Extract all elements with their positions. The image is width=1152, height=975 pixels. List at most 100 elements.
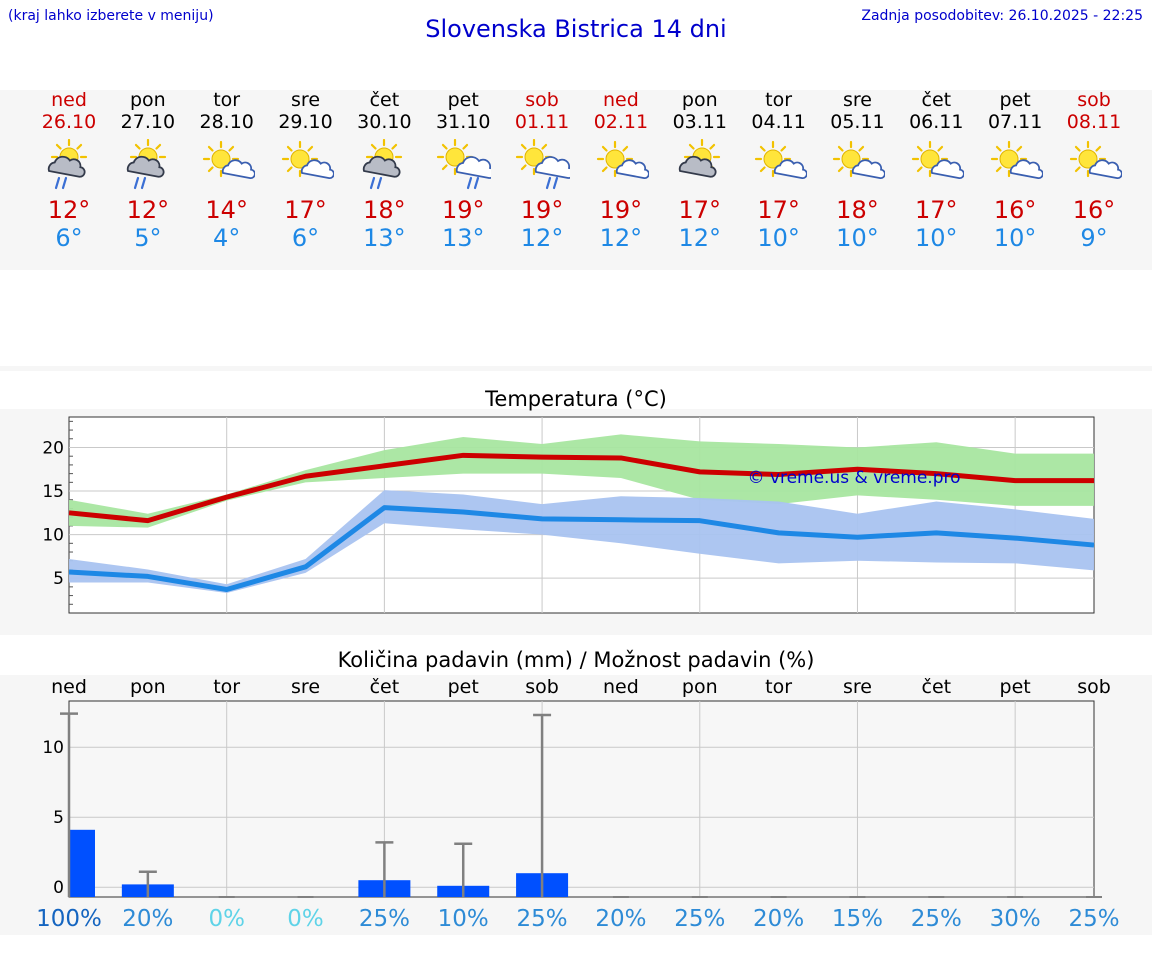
precip-day-label: sre xyxy=(291,676,320,698)
day-date: 03.11 xyxy=(672,111,727,133)
sun-rain-cloud-icon xyxy=(437,139,492,190)
precip-probability: 25% xyxy=(911,906,962,932)
day-column: pon 03.11 17° 12° xyxy=(660,89,740,252)
day-name: sob xyxy=(525,89,559,111)
day-name: pet xyxy=(999,89,1031,111)
sun-cloud-icon xyxy=(281,140,334,179)
min-temperature: 6° xyxy=(55,224,83,252)
precip-probability: 20% xyxy=(753,906,804,932)
precip-day-label: pet xyxy=(1000,676,1031,698)
max-temperature: 19° xyxy=(599,196,643,224)
y-tick-label: 0 xyxy=(53,878,64,898)
max-temperature-line xyxy=(68,452,1094,524)
day-date: 06.11 xyxy=(909,111,964,133)
max-temperature: 17° xyxy=(284,196,327,224)
day-date: 04.11 xyxy=(751,111,806,133)
day-name: čet xyxy=(369,89,400,111)
forecast-strip-background xyxy=(0,90,1152,270)
precip-day-label: sre xyxy=(843,676,872,698)
y-tick-label: 5 xyxy=(53,808,64,828)
separator-band xyxy=(0,366,1152,371)
day-column: tor 28.10 14° 4° xyxy=(187,89,267,252)
max-temperature: 17° xyxy=(757,196,800,224)
min-temperature: 6° xyxy=(291,224,320,252)
day-date: 28.10 xyxy=(199,111,254,133)
precip-probability: 0% xyxy=(287,906,324,932)
max-temperature: 16° xyxy=(993,196,1037,224)
min-temperature: 5° xyxy=(134,224,162,252)
min-temperature: 13° xyxy=(441,224,485,252)
precip-probability: 20% xyxy=(595,906,646,932)
day-column: tor 04.11 17° 10° xyxy=(739,89,819,252)
min-temperature-line xyxy=(68,505,1095,592)
precip-probability: 100% xyxy=(36,906,102,932)
max-temperature: 16° xyxy=(1072,196,1116,224)
day-date: 27.10 xyxy=(120,111,176,133)
day-date: 05.11 xyxy=(830,111,885,133)
max-temperature: 12° xyxy=(47,196,91,224)
day-column: pet 07.11 16° 10° xyxy=(975,89,1055,252)
precip-day-label: tor xyxy=(213,676,240,698)
precip-day-label: pon xyxy=(682,676,718,698)
rain-showers-sun-icon xyxy=(126,139,166,190)
sun-cloud-icon xyxy=(833,140,886,179)
y-tick-label: 15 xyxy=(42,482,64,502)
day-name: tor xyxy=(765,89,793,111)
precip-day-label: pon xyxy=(130,676,166,698)
temperature-chart-title: Temperatura (°C) xyxy=(485,387,667,411)
sun-cloud-icon xyxy=(596,140,649,179)
day-name: pon xyxy=(129,89,166,111)
day-date: 01.11 xyxy=(514,111,570,133)
precip-probability: 25% xyxy=(517,906,568,932)
precip-probability: 30% xyxy=(990,906,1041,932)
max-temperature: 19° xyxy=(520,196,564,224)
day-date: 02.11 xyxy=(593,111,649,133)
precip-probability: 25% xyxy=(1068,906,1119,932)
location-menu-note: (kraj lahko izberete v meniju) xyxy=(8,8,214,24)
day-name: čet xyxy=(921,89,952,111)
temperature-chart: 5 10 15 20 © vreme.us & vreme.pro xyxy=(42,416,1095,614)
day-date: 29.10 xyxy=(278,111,333,133)
min-temperature: 4° xyxy=(213,224,241,252)
precip-day-label: čet xyxy=(370,676,400,698)
precip-day-label: sob xyxy=(525,676,559,698)
y-tick-label: 5 xyxy=(53,569,64,589)
day-column: ned 26.10 12° 6° xyxy=(29,89,109,252)
day-column: sob 01.11 19° 12° xyxy=(502,89,582,252)
day-date: 08.11 xyxy=(1066,111,1122,133)
day-date: 30.10 xyxy=(357,111,412,133)
precip-probability: 15% xyxy=(832,906,883,932)
day-date: 07.11 xyxy=(987,111,1043,133)
max-temperature: 12° xyxy=(126,196,170,224)
max-temperature: 18° xyxy=(836,196,879,224)
day-name: ned xyxy=(603,89,639,111)
page-title: Slovenska Bistrica 14 dni xyxy=(425,15,727,43)
precip-probability: 20% xyxy=(122,906,173,932)
precip-probability: 25% xyxy=(674,906,725,932)
precip-bar xyxy=(69,829,95,897)
day-column: čet 06.11 17° 10° xyxy=(896,89,976,252)
y-tick-label: 10 xyxy=(42,738,64,758)
sun-rain-cloud-icon xyxy=(515,139,571,190)
day-column: sre 05.11 18° 10° xyxy=(817,89,897,252)
day-date: 31.10 xyxy=(436,111,491,133)
min-temperature: 10° xyxy=(993,224,1037,252)
precip-probability: 25% xyxy=(359,906,410,932)
sun-cloud-icon xyxy=(202,140,255,179)
min-temperature: 12° xyxy=(599,224,643,252)
min-temperature: 13° xyxy=(363,224,406,252)
min-temperature: 10° xyxy=(915,224,958,252)
plot-area xyxy=(68,700,1095,898)
max-temperature: 17° xyxy=(678,196,722,224)
precip-day-label: ned xyxy=(603,676,639,698)
day-name: pon xyxy=(681,89,718,111)
sun-cloud-icon xyxy=(912,140,965,179)
precip-probability: 10% xyxy=(438,906,489,932)
min-temperature: 12° xyxy=(520,224,564,252)
sun-cloud-icon xyxy=(1069,140,1122,179)
precip-day-label: sob xyxy=(1077,676,1111,698)
day-date: 26.10 xyxy=(41,111,97,133)
precip-day-label: čet xyxy=(922,676,952,698)
min-temperature: 12° xyxy=(678,224,722,252)
max-temperature: 14° xyxy=(205,196,248,224)
